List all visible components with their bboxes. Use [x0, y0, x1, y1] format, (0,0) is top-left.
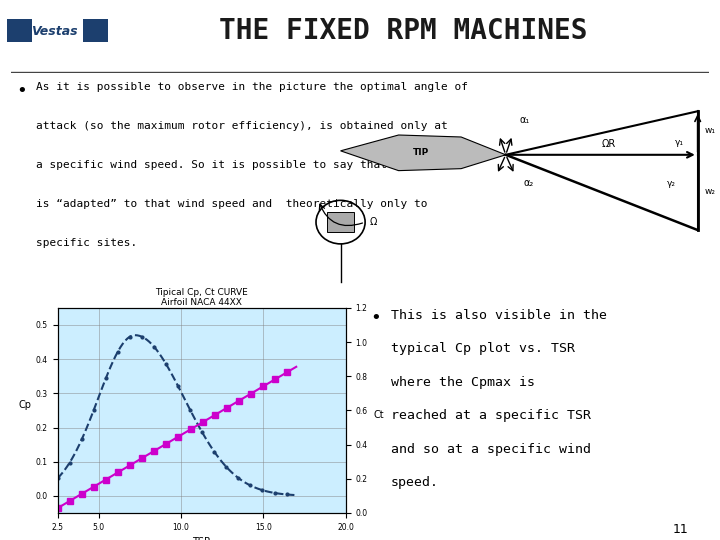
Y-axis label: Ct: Ct: [373, 410, 384, 421]
Text: a specific wind speed. So it is possible to say that the rotor: a specific wind speed. So it is possible…: [36, 160, 454, 170]
Text: attack (so the maximum rotor efficiency), is obtained only at: attack (so the maximum rotor efficiency)…: [36, 121, 447, 131]
Text: 11: 11: [672, 523, 688, 536]
Text: TIP: TIP: [413, 148, 429, 157]
Text: γ₁: γ₁: [675, 138, 684, 147]
Text: is “adapted” to that wind speed and  theoretically only to: is “adapted” to that wind speed and theo…: [36, 199, 427, 209]
Text: This is also visible in the: This is also visible in the: [391, 309, 607, 322]
Text: As it is possible to observe in the picture the optimal angle of: As it is possible to observe in the pict…: [36, 82, 468, 92]
X-axis label: TSR: TSR: [192, 537, 211, 540]
Bar: [83, 19, 108, 42]
Title: Tipical Cp, Ct CURVE
Airfoil NACA 44XX: Tipical Cp, Ct CURVE Airfoil NACA 44XX: [156, 288, 248, 307]
Text: ΩR: ΩR: [601, 139, 616, 149]
Text: specific sites.: specific sites.: [36, 238, 137, 248]
Text: where the Cpmax is: where the Cpmax is: [391, 376, 535, 389]
Text: reached at a specific TSR: reached at a specific TSR: [391, 409, 591, 422]
Text: Ω: Ω: [369, 217, 377, 227]
Text: α₂: α₂: [523, 179, 534, 188]
Text: α₁: α₁: [519, 115, 529, 125]
Text: w₂: w₂: [704, 187, 716, 197]
Text: w₁: w₁: [704, 126, 716, 135]
Polygon shape: [341, 135, 505, 171]
Text: speed.: speed.: [391, 476, 439, 489]
Bar: [327, 212, 354, 232]
Text: •: •: [16, 82, 27, 100]
Y-axis label: Cp: Cp: [18, 400, 31, 410]
Text: typical Cp plot vs. TSR: typical Cp plot vs. TSR: [391, 342, 575, 355]
Text: and so at a specific wind: and so at a specific wind: [391, 443, 591, 456]
Bar: [7, 19, 32, 42]
Text: γ₂: γ₂: [667, 179, 675, 188]
Text: THE FIXED RPM MACHINES: THE FIXED RPM MACHINES: [219, 17, 588, 45]
Text: Vestas: Vestas: [31, 25, 77, 38]
Text: •: •: [370, 309, 381, 327]
